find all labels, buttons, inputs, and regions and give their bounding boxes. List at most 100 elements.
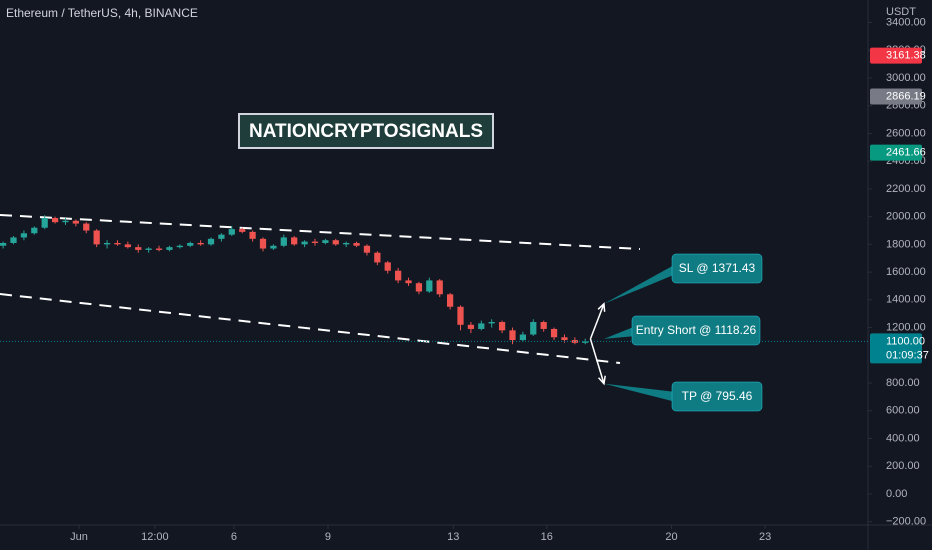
candle-body: [343, 242, 350, 245]
candle-body: [498, 322, 506, 331]
candle-body: [135, 247, 142, 250]
y-tick-label: −200.00: [886, 516, 926, 528]
candle-body: [353, 242, 360, 246]
y-tick-label: 2000.00: [886, 211, 926, 223]
y-tick-label: 200.00: [886, 460, 920, 472]
candle-body: [176, 245, 183, 248]
y-tick-label: 600.00: [886, 405, 920, 417]
x-tick-label: 12:00: [141, 531, 169, 543]
signal-arrow: [589, 303, 605, 340]
trend-line-upper: [0, 214, 641, 250]
y-tick-label: 1600.00: [886, 266, 926, 278]
candle-body: [395, 270, 402, 281]
candle-body: [550, 328, 558, 338]
y-tick-label: 400.00: [886, 432, 920, 444]
watermark: NATIONCRYPTOSIGNALS: [249, 121, 483, 142]
candle-body: [207, 238, 215, 245]
candle-body: [10, 237, 17, 243]
callout-pointer: [603, 326, 636, 339]
candle-body: [155, 248, 163, 250]
callout-text: TP @ 795.46: [682, 389, 753, 403]
candle-body: [72, 220, 80, 224]
candle-body: [103, 242, 111, 245]
callout-box: [671, 381, 763, 412]
candle-body: [415, 283, 423, 292]
candle-body: [0, 242, 7, 246]
callout-text: SL @ 1371.43: [679, 261, 756, 275]
candle-body: [20, 233, 28, 238]
candle-body: [488, 322, 495, 324]
x-tick-label: 16: [541, 531, 553, 543]
candle-body: [83, 223, 90, 231]
candle-body: [187, 242, 194, 246]
candle-body: [363, 245, 371, 253]
price-tag: [870, 144, 922, 161]
candle-body: [322, 240, 329, 243]
callout-pointer: [603, 264, 676, 304]
candle-body: [540, 322, 547, 329]
candle-body: [301, 241, 308, 245]
candle-body: [509, 330, 516, 341]
price-tag-label: 1100.00: [886, 335, 925, 347]
y-tick-label: 1400.00: [886, 294, 926, 306]
candle-body: [218, 234, 225, 239]
price-tag: [870, 47, 922, 64]
x-tick-label: 13: [447, 531, 459, 543]
candle-body: [62, 220, 69, 223]
candle-body: [124, 244, 131, 248]
price-tag-label: 2461.66: [886, 147, 926, 159]
callout-pointer: [603, 383, 676, 402]
y-tick-label: 2600.00: [886, 127, 926, 139]
x-tick-label: 6: [231, 531, 237, 543]
candle-body: [239, 229, 246, 232]
candle-body: [426, 280, 433, 292]
candle-body: [374, 252, 381, 263]
candle-body: [384, 262, 391, 271]
candle-body: [561, 337, 568, 341]
y-tick-label: 2200.00: [886, 183, 926, 195]
y-tick-label: 1800.00: [886, 238, 926, 250]
candle-body: [145, 248, 152, 250]
candle-body: [467, 324, 475, 329]
y-tick-label: 3400.00: [886, 16, 926, 28]
x-tick-label: 9: [325, 531, 331, 543]
y-tick-label: 0.00: [886, 488, 907, 500]
candle-body: [291, 237, 298, 245]
candle-body: [436, 280, 443, 295]
y-tick-label: 1200.00: [886, 321, 926, 333]
candle-body: [478, 323, 485, 329]
signal-arrow: [589, 338, 605, 384]
candle-body: [571, 340, 578, 343]
symbol-title: Ethereum / TetherUS, 4h, BINANCE: [6, 6, 198, 20]
candle-body: [259, 238, 267, 249]
x-tick-label: Jun: [70, 531, 88, 543]
candle-body: [270, 245, 277, 249]
candle-body: [519, 334, 526, 341]
candle-body: [228, 229, 235, 235]
candle-body: [530, 322, 537, 335]
candle-body: [41, 218, 48, 228]
candle-body: [31, 227, 38, 234]
countdown: 01:09:37: [886, 349, 929, 361]
y-tick-label: 800.00: [886, 377, 920, 389]
candle-body: [249, 231, 256, 239]
callout-box: [631, 315, 761, 346]
candle-body: [51, 218, 59, 223]
x-tick-label: 20: [665, 531, 677, 543]
candle-body: [311, 241, 319, 243]
price-tag: [870, 88, 922, 105]
candle-body: [197, 242, 204, 245]
callout-text: Entry Short @ 1118.26: [636, 323, 757, 337]
x-tick-label: 23: [759, 531, 771, 543]
currency: USDT: [886, 6, 916, 18]
callout-box: [671, 253, 763, 284]
candle-body: [332, 240, 339, 245]
price-tag-label: 3161.38: [886, 49, 926, 61]
candle-body: [446, 294, 454, 307]
candle-body: [280, 237, 287, 246]
candle-body: [166, 247, 173, 250]
candle-body: [93, 230, 100, 245]
